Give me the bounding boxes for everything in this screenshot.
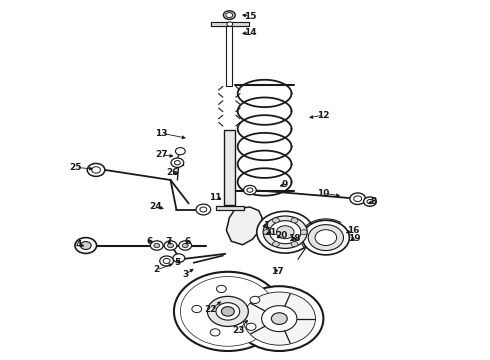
Circle shape — [164, 241, 177, 250]
Circle shape — [174, 161, 180, 165]
Text: 18: 18 — [288, 234, 300, 243]
Text: 11: 11 — [209, 193, 222, 202]
Text: 26: 26 — [166, 168, 179, 177]
Circle shape — [271, 313, 287, 324]
Circle shape — [315, 230, 337, 246]
Circle shape — [182, 243, 188, 248]
Circle shape — [272, 242, 279, 247]
Circle shape — [302, 220, 349, 255]
Circle shape — [207, 296, 248, 327]
Circle shape — [257, 211, 314, 253]
Circle shape — [263, 230, 270, 235]
Circle shape — [75, 238, 97, 253]
Circle shape — [92, 167, 100, 173]
Circle shape — [163, 258, 170, 264]
Circle shape — [243, 292, 316, 345]
Circle shape — [223, 11, 235, 19]
Circle shape — [354, 196, 362, 202]
Text: 15: 15 — [244, 12, 256, 21]
Text: 23: 23 — [232, 326, 245, 335]
Circle shape — [364, 197, 376, 206]
Text: 2: 2 — [154, 266, 160, 274]
Text: 8: 8 — [370, 197, 376, 206]
Text: 19: 19 — [348, 234, 361, 243]
Text: 7: 7 — [166, 237, 172, 246]
Polygon shape — [224, 130, 235, 205]
Circle shape — [246, 323, 256, 330]
Circle shape — [174, 272, 282, 351]
Text: 22: 22 — [204, 305, 217, 314]
Text: 24: 24 — [149, 202, 162, 211]
Circle shape — [272, 218, 279, 223]
Circle shape — [173, 254, 185, 262]
Polygon shape — [216, 206, 244, 210]
Circle shape — [221, 307, 234, 316]
Circle shape — [80, 242, 91, 249]
Circle shape — [244, 185, 256, 195]
Text: 20: 20 — [275, 231, 288, 240]
Circle shape — [216, 303, 240, 320]
Text: 14: 14 — [244, 28, 256, 37]
Text: 25: 25 — [70, 163, 82, 172]
Circle shape — [196, 204, 211, 215]
Circle shape — [210, 329, 220, 336]
Circle shape — [350, 193, 366, 204]
Circle shape — [217, 285, 226, 293]
Circle shape — [308, 225, 343, 251]
Text: 5: 5 — [175, 258, 181, 266]
Circle shape — [192, 305, 202, 312]
Circle shape — [171, 158, 184, 167]
Circle shape — [180, 276, 275, 346]
Text: 6: 6 — [184, 237, 190, 246]
Circle shape — [263, 216, 307, 248]
Circle shape — [235, 286, 323, 351]
Text: 1: 1 — [263, 220, 269, 230]
Circle shape — [154, 243, 160, 248]
Circle shape — [87, 163, 105, 176]
Text: 13: 13 — [155, 129, 168, 138]
Circle shape — [367, 199, 373, 204]
Circle shape — [160, 256, 173, 266]
Text: 4: 4 — [75, 240, 82, 249]
Text: 17: 17 — [270, 267, 283, 276]
Text: 10: 10 — [317, 189, 330, 198]
Text: 9: 9 — [281, 180, 288, 189]
Text: 6: 6 — [147, 237, 153, 246]
Text: 3: 3 — [182, 270, 188, 279]
Circle shape — [226, 13, 233, 18]
Circle shape — [179, 241, 192, 250]
Circle shape — [262, 306, 297, 332]
Polygon shape — [226, 207, 262, 245]
Circle shape — [200, 207, 207, 212]
Text: 16: 16 — [346, 226, 359, 235]
Circle shape — [276, 226, 294, 239]
Text: 21: 21 — [265, 228, 277, 237]
Circle shape — [270, 221, 301, 244]
Circle shape — [168, 243, 173, 248]
Circle shape — [291, 218, 298, 223]
Polygon shape — [211, 22, 249, 26]
Circle shape — [291, 242, 298, 247]
Text: 12: 12 — [317, 111, 330, 120]
Circle shape — [227, 22, 233, 26]
Circle shape — [175, 148, 185, 155]
Circle shape — [247, 188, 253, 192]
Circle shape — [150, 241, 163, 250]
Circle shape — [250, 296, 260, 303]
Text: 27: 27 — [155, 150, 168, 159]
Circle shape — [300, 230, 307, 235]
Polygon shape — [226, 26, 232, 86]
